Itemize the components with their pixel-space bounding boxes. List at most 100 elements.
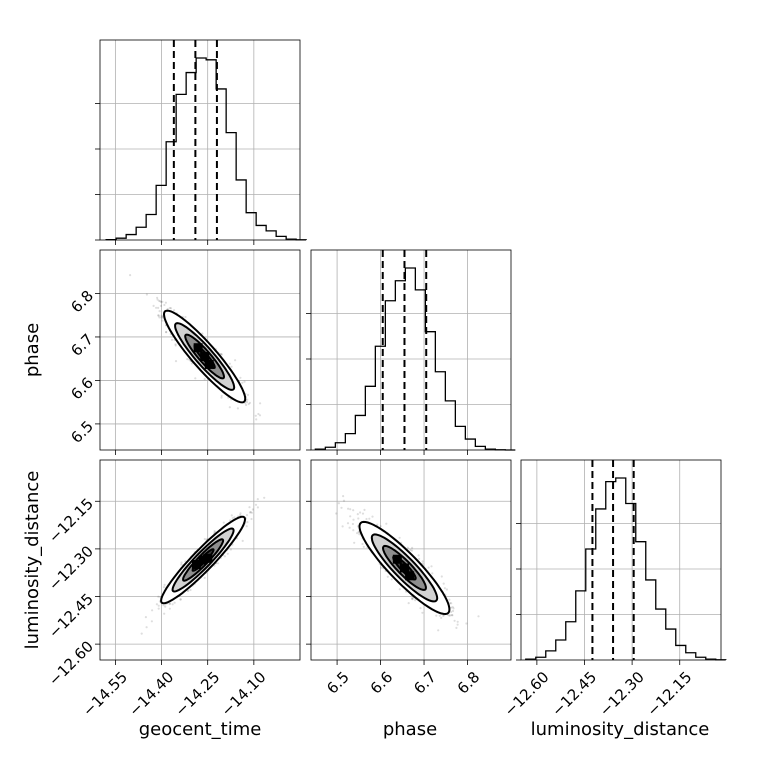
x-tick-label-geocent_time: −14.10 bbox=[218, 668, 270, 720]
sample-point bbox=[353, 541, 356, 544]
x-tick-label-phase: 6.7 bbox=[410, 668, 440, 698]
sample-point bbox=[249, 511, 252, 514]
sample-point bbox=[385, 522, 388, 525]
sample-point bbox=[159, 300, 162, 303]
x-axis-label-luminosity-distance: luminosity_distance bbox=[531, 719, 710, 740]
sample-point bbox=[158, 316, 161, 319]
x-tick-label-phase: 6.6 bbox=[367, 668, 397, 698]
sample-point bbox=[410, 549, 414, 552]
sample-point bbox=[203, 378, 206, 381]
sample-point bbox=[179, 598, 182, 601]
sample-point bbox=[358, 533, 361, 536]
contour-line-3 bbox=[191, 548, 215, 572]
sample-point bbox=[342, 499, 346, 502]
x-tick-label-geocent_time: −14.25 bbox=[171, 668, 223, 720]
sample-point bbox=[129, 274, 132, 277]
sample-point bbox=[160, 316, 163, 319]
sample-point bbox=[456, 620, 459, 623]
sample-point bbox=[455, 626, 458, 630]
sample-point bbox=[417, 554, 420, 557]
contour-line-2 bbox=[182, 538, 225, 582]
sample-point bbox=[361, 512, 365, 515]
x-tick-label-luminosity_distance: −12.15 bbox=[643, 668, 695, 720]
sample-point bbox=[357, 530, 360, 533]
contour-line-0 bbox=[162, 309, 247, 404]
contour-line-1 bbox=[370, 533, 439, 603]
sample-point bbox=[179, 598, 182, 601]
sample-point bbox=[255, 418, 258, 421]
sample-point bbox=[251, 508, 254, 511]
y-tick-label-phase: 6.8 bbox=[67, 287, 97, 317]
sample-point bbox=[163, 612, 166, 615]
sample-point bbox=[250, 511, 253, 514]
sample-point bbox=[257, 412, 260, 416]
sample-point bbox=[376, 523, 379, 526]
sample-point bbox=[452, 607, 455, 610]
sample-point bbox=[159, 304, 162, 307]
sample-point bbox=[157, 314, 160, 317]
contour-line-0 bbox=[160, 515, 247, 605]
sample-point bbox=[203, 537, 206, 541]
sample-point bbox=[356, 513, 359, 516]
sample-point bbox=[411, 596, 414, 600]
sample-point bbox=[419, 607, 422, 610]
panel-frame-phase bbox=[310, 249, 512, 451]
sample-point bbox=[164, 301, 167, 304]
histogram-geocent_time bbox=[105, 57, 307, 241]
x-tick-label-luminosity_distance: −12.60 bbox=[501, 668, 553, 720]
sample-point bbox=[234, 359, 237, 362]
x-axis-label-phase: phase bbox=[383, 719, 437, 740]
sample-point bbox=[451, 606, 454, 609]
sample-point bbox=[450, 610, 453, 614]
sample-point bbox=[166, 307, 169, 311]
contour-line-2 bbox=[184, 333, 226, 380]
sample-point bbox=[349, 515, 352, 518]
x-tick-label-phase: 6.8 bbox=[454, 668, 484, 698]
sample-point bbox=[162, 604, 165, 607]
sample-point bbox=[453, 619, 456, 622]
sample-point bbox=[451, 609, 455, 613]
panel-frame-phase-luminosity_distance bbox=[310, 459, 512, 661]
sample-point bbox=[213, 530, 216, 533]
sample-point bbox=[156, 296, 159, 299]
sample-point bbox=[421, 560, 424, 563]
panel-frame-luminosity_distance bbox=[520, 459, 722, 661]
y-tick-label-phase: 6.6 bbox=[67, 374, 97, 404]
sample-point bbox=[245, 403, 248, 407]
sample-point bbox=[233, 516, 236, 519]
sample-point bbox=[247, 402, 250, 406]
sample-point bbox=[145, 626, 148, 629]
panel-frame-geocent_time-phase bbox=[99, 249, 301, 451]
sample-point bbox=[340, 506, 343, 509]
sample-point bbox=[443, 587, 446, 590]
sample-point bbox=[254, 414, 257, 417]
sample-point bbox=[440, 616, 443, 620]
sample-point bbox=[409, 549, 412, 552]
sample-point bbox=[169, 307, 173, 310]
sample-point bbox=[246, 393, 250, 396]
sample-point bbox=[361, 542, 364, 546]
sample-point bbox=[151, 609, 154, 612]
sample-point bbox=[157, 604, 160, 607]
contour-line-3 bbox=[193, 343, 216, 369]
sample-point bbox=[220, 396, 223, 399]
sample-point bbox=[386, 575, 389, 578]
density-peak-cell bbox=[392, 554, 402, 564]
sample-point bbox=[347, 507, 350, 510]
contour-line-2 bbox=[381, 544, 427, 591]
sample-point bbox=[335, 512, 338, 515]
sample-point bbox=[239, 376, 242, 379]
sample-point bbox=[229, 548, 232, 551]
sample-point bbox=[180, 563, 183, 566]
sample-point bbox=[456, 623, 459, 626]
sample-point bbox=[406, 546, 409, 549]
contour-line-3 bbox=[392, 555, 417, 581]
sample-point bbox=[246, 398, 249, 401]
sample-point bbox=[256, 498, 259, 501]
sample-point bbox=[184, 315, 187, 319]
sample-point bbox=[411, 546, 414, 549]
sample-point bbox=[427, 566, 430, 569]
sample-point bbox=[390, 578, 393, 581]
sample-point bbox=[160, 300, 163, 304]
